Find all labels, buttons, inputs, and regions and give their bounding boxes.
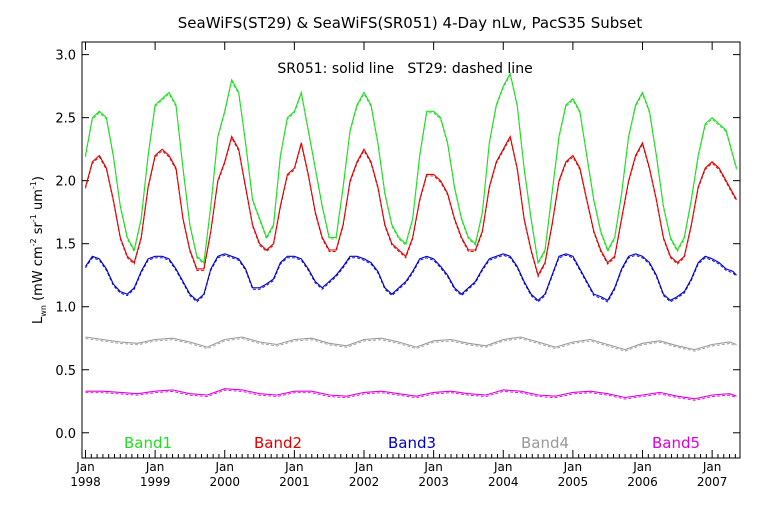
series-line-dashed-band5 [85,389,737,401]
x-tick-year-label: 2002 [349,475,380,489]
x-tick-year-label: 2007 [697,475,728,489]
series-line-band3 [85,253,737,302]
x-axis-ticks: Jan1998Jan1999Jan2000Jan2001Jan2002Jan20… [70,42,736,489]
y-axis-label-main: L [31,316,46,324]
y-tick-label: 0.0 [55,427,76,442]
line-style-annotation: SR051: solid line ST29: dashed line [277,61,532,77]
legend-entry-band4: Band4 [521,434,569,452]
chart-title: SeaWiFS(ST29) & SeaWiFS(SR051) 4-Day nLw… [178,14,643,32]
legend: Band1 Band2 Band3 Band4 Band5 [124,434,700,452]
legend-entry-band2: Band2 [254,434,302,452]
legend-entry-band3: Band3 [388,434,436,452]
series-line-dashed-band3 [85,254,737,303]
x-tick-year-label: 1999 [140,475,171,489]
legend-entry-band5: Band5 [652,434,700,452]
x-tick-year-label: 2001 [279,475,310,489]
y-axis-ticks: 0.0 0.5 1.0 1.5 2.0 2.5 3.0 [55,49,740,442]
legend-entry-band1: Band1 [124,434,172,452]
x-tick-month-label: Jan [632,460,652,474]
series-line-band2 [84,134,737,277]
y-axis-label-sub: wn [39,305,48,317]
y-tick-label: 0.5 [55,364,76,379]
x-tick-month-label: Jan [423,460,443,474]
x-tick-month-label: Jan [75,460,95,474]
x-tick-year-label: 2005 [558,475,589,489]
plot-frame [81,41,741,459]
y-axis-label-sup2: -1 [29,214,38,222]
series-line-band5 [85,388,737,400]
y-axis-label: Lwn (mW cm-2 sr-1 um-1) [29,176,48,324]
y-axis-label-end: ) [31,176,46,181]
x-tick-month-label: Jan [563,460,583,474]
y-tick-label: 2.0 [55,175,76,190]
y-tick-label: 1.5 [55,238,76,253]
y-tick-label: 3.0 [55,49,76,64]
x-tick-month-label: Jan [354,460,374,474]
svg-text:Lwn (mW cm-2 sr-1 um-1): Lwn (mW cm-2 sr-1 um-1) [29,176,48,324]
x-tick-month-label: Jan [493,460,513,474]
y-tick-label: 2.5 [55,112,76,127]
x-tick-month-label: Jan [214,460,234,474]
x-tick-year-label: 2000 [209,475,240,489]
x-tick-year-label: 2004 [488,475,519,489]
x-tick-year-label: 1998 [70,475,101,489]
x-tick-month-label: Jan [284,460,304,474]
x-tick-month-label: Jan [145,460,165,474]
series-lines [84,71,738,401]
y-axis-label-sup1: -2 [29,238,38,246]
y-tick-label: 1.0 [55,301,76,316]
x-tick-month-label: Jan [702,460,722,474]
x-tick-year-label: 2003 [418,475,449,489]
y-axis-label-units: (mW cm [31,246,46,301]
y-axis-label-sup3: -1 [29,181,38,189]
series-line-dashed-band4 [85,338,737,352]
series-line-dashed-band2 [85,136,737,278]
series-line-band4 [85,336,737,351]
y-axis-label-mid1: sr [31,221,46,238]
x-tick-year-label: 2006 [627,475,658,489]
y-axis-label-mid2: um [31,189,46,214]
series-line-dashed-band1 [85,73,737,266]
